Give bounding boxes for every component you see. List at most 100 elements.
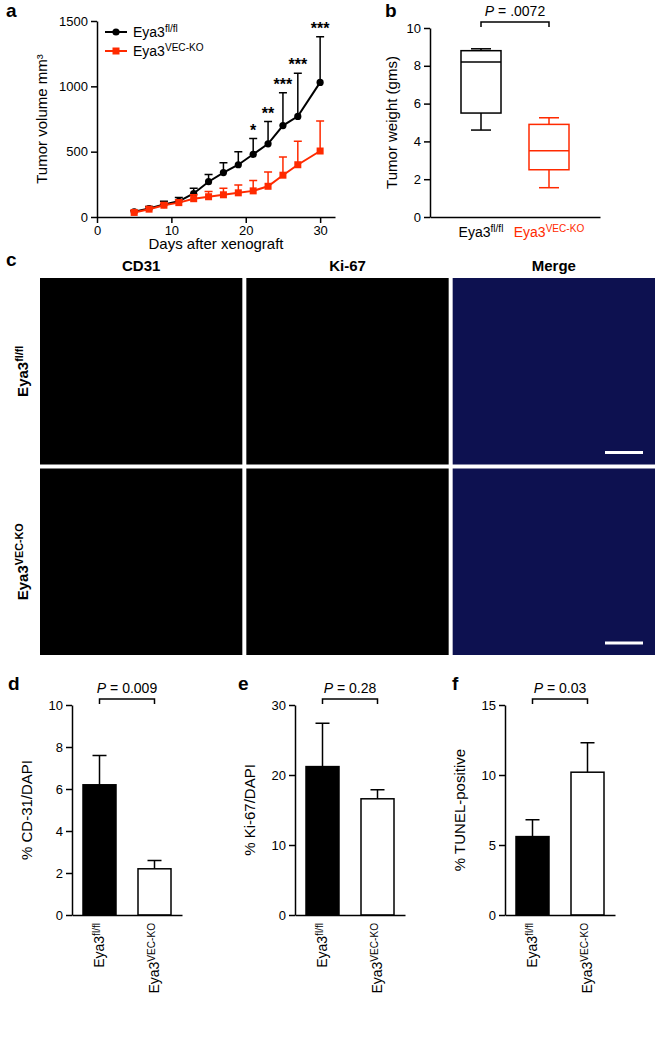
tick: Eya3fl/fl bbox=[314, 915, 331, 968]
tick: 6 bbox=[414, 96, 430, 111]
significance-bracket bbox=[323, 699, 378, 704]
axis-line bbox=[431, 217, 601, 219]
plot-area bbox=[83, 755, 171, 915]
axis-title: % TUNEL-positive bbox=[451, 749, 468, 871]
tick-mark bbox=[289, 705, 295, 707]
label-superscript: fl/fl bbox=[13, 346, 25, 362]
tick-label: 5 bbox=[489, 838, 496, 853]
p-value: P = 0.03 bbox=[534, 680, 587, 696]
legend-marker bbox=[112, 28, 119, 35]
series-line bbox=[134, 151, 320, 212]
tick-label: 30 bbox=[313, 223, 327, 238]
tick-label: 15 bbox=[482, 698, 496, 713]
axis-title: Tumor volume mm³ bbox=[33, 54, 50, 183]
marker bbox=[235, 189, 242, 196]
label-superscript: fl/fl bbox=[91, 923, 102, 936]
tick: 15 bbox=[482, 698, 505, 713]
tick-mark bbox=[91, 86, 97, 88]
marker bbox=[317, 148, 324, 155]
axis: 0246810 bbox=[49, 698, 73, 923]
panel-bar: 0102030Eya3fl/flEya3VEC-KOP = 0.28% Ki-6… bbox=[241, 680, 406, 994]
tick: 0 bbox=[489, 908, 505, 923]
micrograph bbox=[453, 469, 655, 656]
tick-label: 2 bbox=[56, 866, 63, 881]
axis-line bbox=[505, 706, 507, 916]
whisker-low bbox=[548, 170, 550, 188]
p-value: P = 0.009 bbox=[97, 680, 158, 696]
tick-mark bbox=[66, 873, 72, 875]
label-base: Eya3 bbox=[514, 224, 546, 240]
tick: Eya3fl/fl bbox=[459, 217, 504, 240]
tick-label: Eya3fl/fl bbox=[524, 923, 541, 968]
error-bar bbox=[316, 37, 324, 83]
tick: 8 bbox=[56, 740, 72, 755]
tick: Eya3VEC-KO bbox=[146, 915, 163, 994]
tick: 5 bbox=[489, 838, 505, 853]
tick: 0 bbox=[414, 210, 430, 225]
tick-mark bbox=[424, 66, 430, 68]
panel-bar: 0246810Eya3fl/flEya3VEC-KOP = 0.009% CD-… bbox=[18, 680, 183, 994]
axis-line bbox=[98, 217, 336, 219]
tick-mark bbox=[66, 831, 72, 833]
tick: 0 bbox=[81, 210, 97, 225]
error-bar bbox=[526, 820, 540, 837]
p-value: P = 0.28 bbox=[324, 680, 377, 696]
box-body bbox=[461, 51, 501, 113]
plot-area bbox=[306, 723, 394, 915]
label-base: Eya3 bbox=[133, 24, 165, 40]
tick-mark bbox=[424, 179, 430, 181]
bar bbox=[571, 772, 604, 915]
marker bbox=[250, 187, 257, 194]
axis-line bbox=[506, 915, 616, 917]
tick-label: 4 bbox=[414, 134, 421, 149]
background bbox=[0, 0, 655, 1047]
tick-label: 2 bbox=[414, 172, 421, 187]
marker bbox=[131, 208, 138, 215]
tick-label: Eya3VEC-KO bbox=[514, 223, 585, 240]
marker bbox=[317, 79, 324, 86]
tick: 10 bbox=[272, 838, 295, 853]
tick: 6 bbox=[56, 782, 72, 797]
tick-label: 0 bbox=[489, 908, 496, 923]
tick-label: 6 bbox=[414, 96, 421, 111]
tick-label: Eya3fl/fl bbox=[459, 223, 504, 240]
label-superscript: VEC-KO bbox=[165, 42, 204, 53]
panel-box: 0246810Eya3fl/flEya3VEC-KOP = .0072Tumor… bbox=[383, 3, 601, 240]
error-bar bbox=[148, 860, 162, 868]
tick-mark bbox=[289, 845, 295, 847]
tick-mark bbox=[499, 705, 505, 707]
micrograph bbox=[40, 469, 242, 656]
panel-line: 0102030050010001500************Eya3fl/fl… bbox=[33, 14, 336, 252]
axis-line bbox=[97, 22, 99, 218]
marker bbox=[160, 201, 167, 208]
tick-label: 8 bbox=[414, 58, 421, 73]
error-bar bbox=[371, 790, 385, 799]
tick: 10 bbox=[407, 21, 430, 36]
tick: 10 bbox=[49, 698, 72, 713]
tick-mark bbox=[66, 789, 72, 791]
label-base: Eya3 bbox=[14, 565, 31, 600]
plot-area bbox=[130, 37, 324, 216]
marker bbox=[160, 202, 167, 209]
tick-mark bbox=[91, 21, 97, 23]
panel-label: e bbox=[238, 673, 249, 694]
marker bbox=[279, 122, 286, 129]
median bbox=[461, 61, 501, 63]
tick-label: 10 bbox=[482, 768, 496, 783]
scale-bar bbox=[605, 451, 643, 454]
label-base: Eya3 bbox=[369, 961, 385, 993]
whisker-cap-low bbox=[539, 187, 559, 189]
tick-label: 10 bbox=[272, 838, 286, 853]
whisker-low bbox=[480, 113, 482, 130]
error-bar bbox=[294, 73, 302, 116]
scale-bar bbox=[605, 642, 643, 645]
marker bbox=[264, 140, 271, 147]
annotation: ** bbox=[262, 105, 275, 122]
panel-label: a bbox=[6, 0, 17, 21]
tick-mark bbox=[91, 217, 97, 219]
whisker-high bbox=[548, 118, 550, 125]
tick-label: Eya3VEC-KO bbox=[146, 923, 163, 994]
marker bbox=[175, 199, 182, 206]
tick: Eya3fl/fl bbox=[524, 915, 541, 968]
axis: Eya3fl/fl Eya3VEC-KO bbox=[431, 217, 601, 240]
